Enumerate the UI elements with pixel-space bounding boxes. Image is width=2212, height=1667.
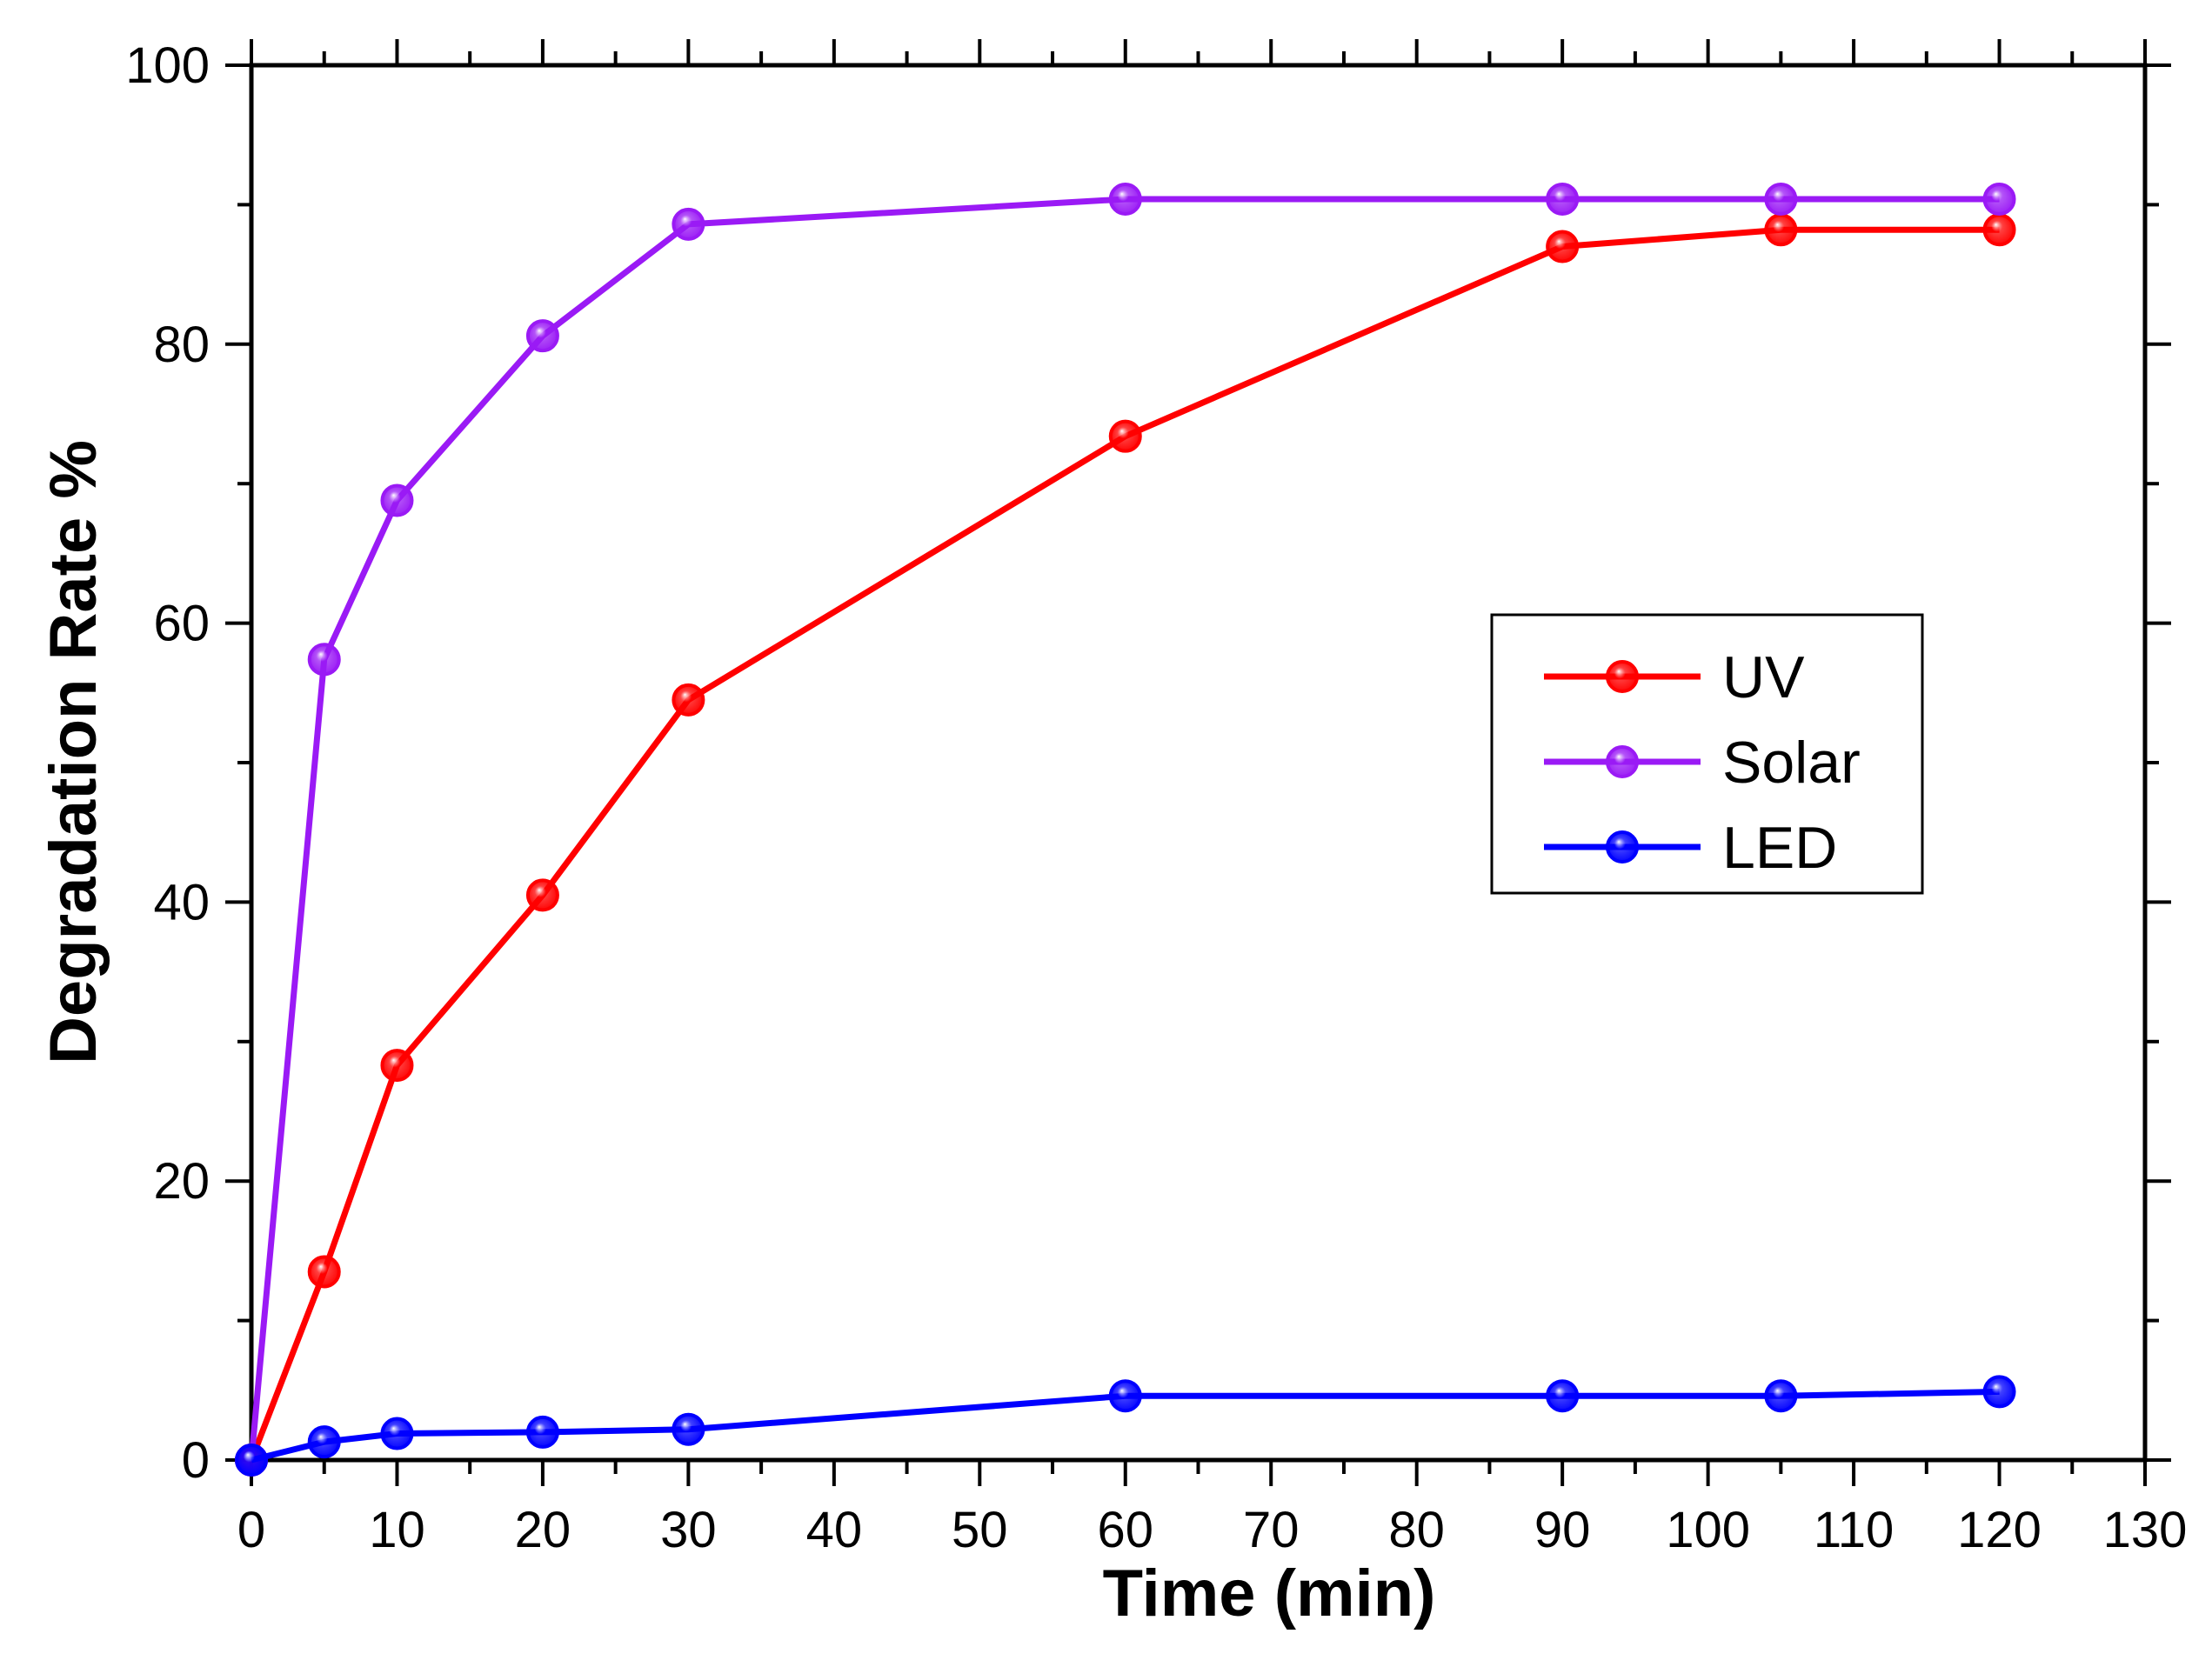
y-tick-label: 0 [182,1432,210,1489]
data-point-solar [672,207,705,241]
x-tick-label: 50 [952,1502,1008,1558]
data-point-solar [307,643,341,677]
x-tick-label: 30 [660,1502,717,1558]
legend-label-led: LED [1722,815,1837,881]
y-axis-title: Degradation Rate % [37,440,110,1064]
legend-label-solar: Solar [1722,730,1861,796]
x-axis-title: Time (min) [1103,1557,1436,1630]
x-tick-label: 80 [1388,1502,1445,1558]
legend-label-uv: UV [1722,644,1805,710]
legend-marker-solar [1606,745,1639,778]
series-lines [235,182,2016,1477]
x-tick-label: 90 [1534,1502,1591,1558]
x-tick-label: 40 [806,1502,863,1558]
data-point-led [1546,1379,1580,1413]
data-point-led [235,1444,268,1477]
x-tick-label: 20 [515,1502,571,1558]
x-tick-label: 10 [369,1502,425,1558]
x-tick-label: 120 [1957,1502,2042,1558]
data-point-solar [1546,182,1580,216]
data-point-uv [1108,419,1142,453]
data-point-uv [307,1255,341,1289]
x-tick-label: 110 [1814,1502,1894,1558]
data-point-solar [1764,182,1798,216]
y-tick-label: 20 [153,1153,210,1210]
legend: UV Solar LED [1490,613,1924,895]
legend-marker-led [1606,830,1639,864]
y-tick-label: 60 [153,596,210,652]
data-point-led [307,1425,341,1459]
y-tick-label: 80 [153,317,210,373]
data-point-uv [380,1049,414,1083]
x-tick-label: 60 [1098,1502,1154,1558]
x-tick-label: 0 [237,1502,265,1558]
y-tick-label: 40 [153,874,210,930]
data-point-led [380,1417,414,1450]
data-point-uv [525,878,559,912]
data-point-uv [672,683,705,717]
y-tick-label: 100 [125,37,210,94]
data-point-solar [525,319,559,353]
data-point-solar [380,483,414,517]
data-point-led [1764,1379,1798,1413]
data-point-led [525,1415,559,1449]
data-point-uv [1546,230,1580,263]
x-tick-label: 100 [1666,1502,1750,1558]
data-point-led [1982,1375,2016,1409]
data-point-uv [1982,213,2016,247]
data-point-uv [1764,213,1798,247]
axes: 0 10 20 30 40 50 60 70 80 90 100 110 120 130 0 20 40 60 80… [125,37,2187,1558]
x-tick-label: 130 [2103,1502,2188,1558]
x-tick-label: 70 [1243,1502,1300,1558]
legend-marker-uv [1606,660,1639,693]
data-point-led [672,1412,705,1446]
data-point-solar [1108,182,1142,216]
data-point-solar [1982,182,2016,216]
data-point-led [1108,1379,1142,1413]
